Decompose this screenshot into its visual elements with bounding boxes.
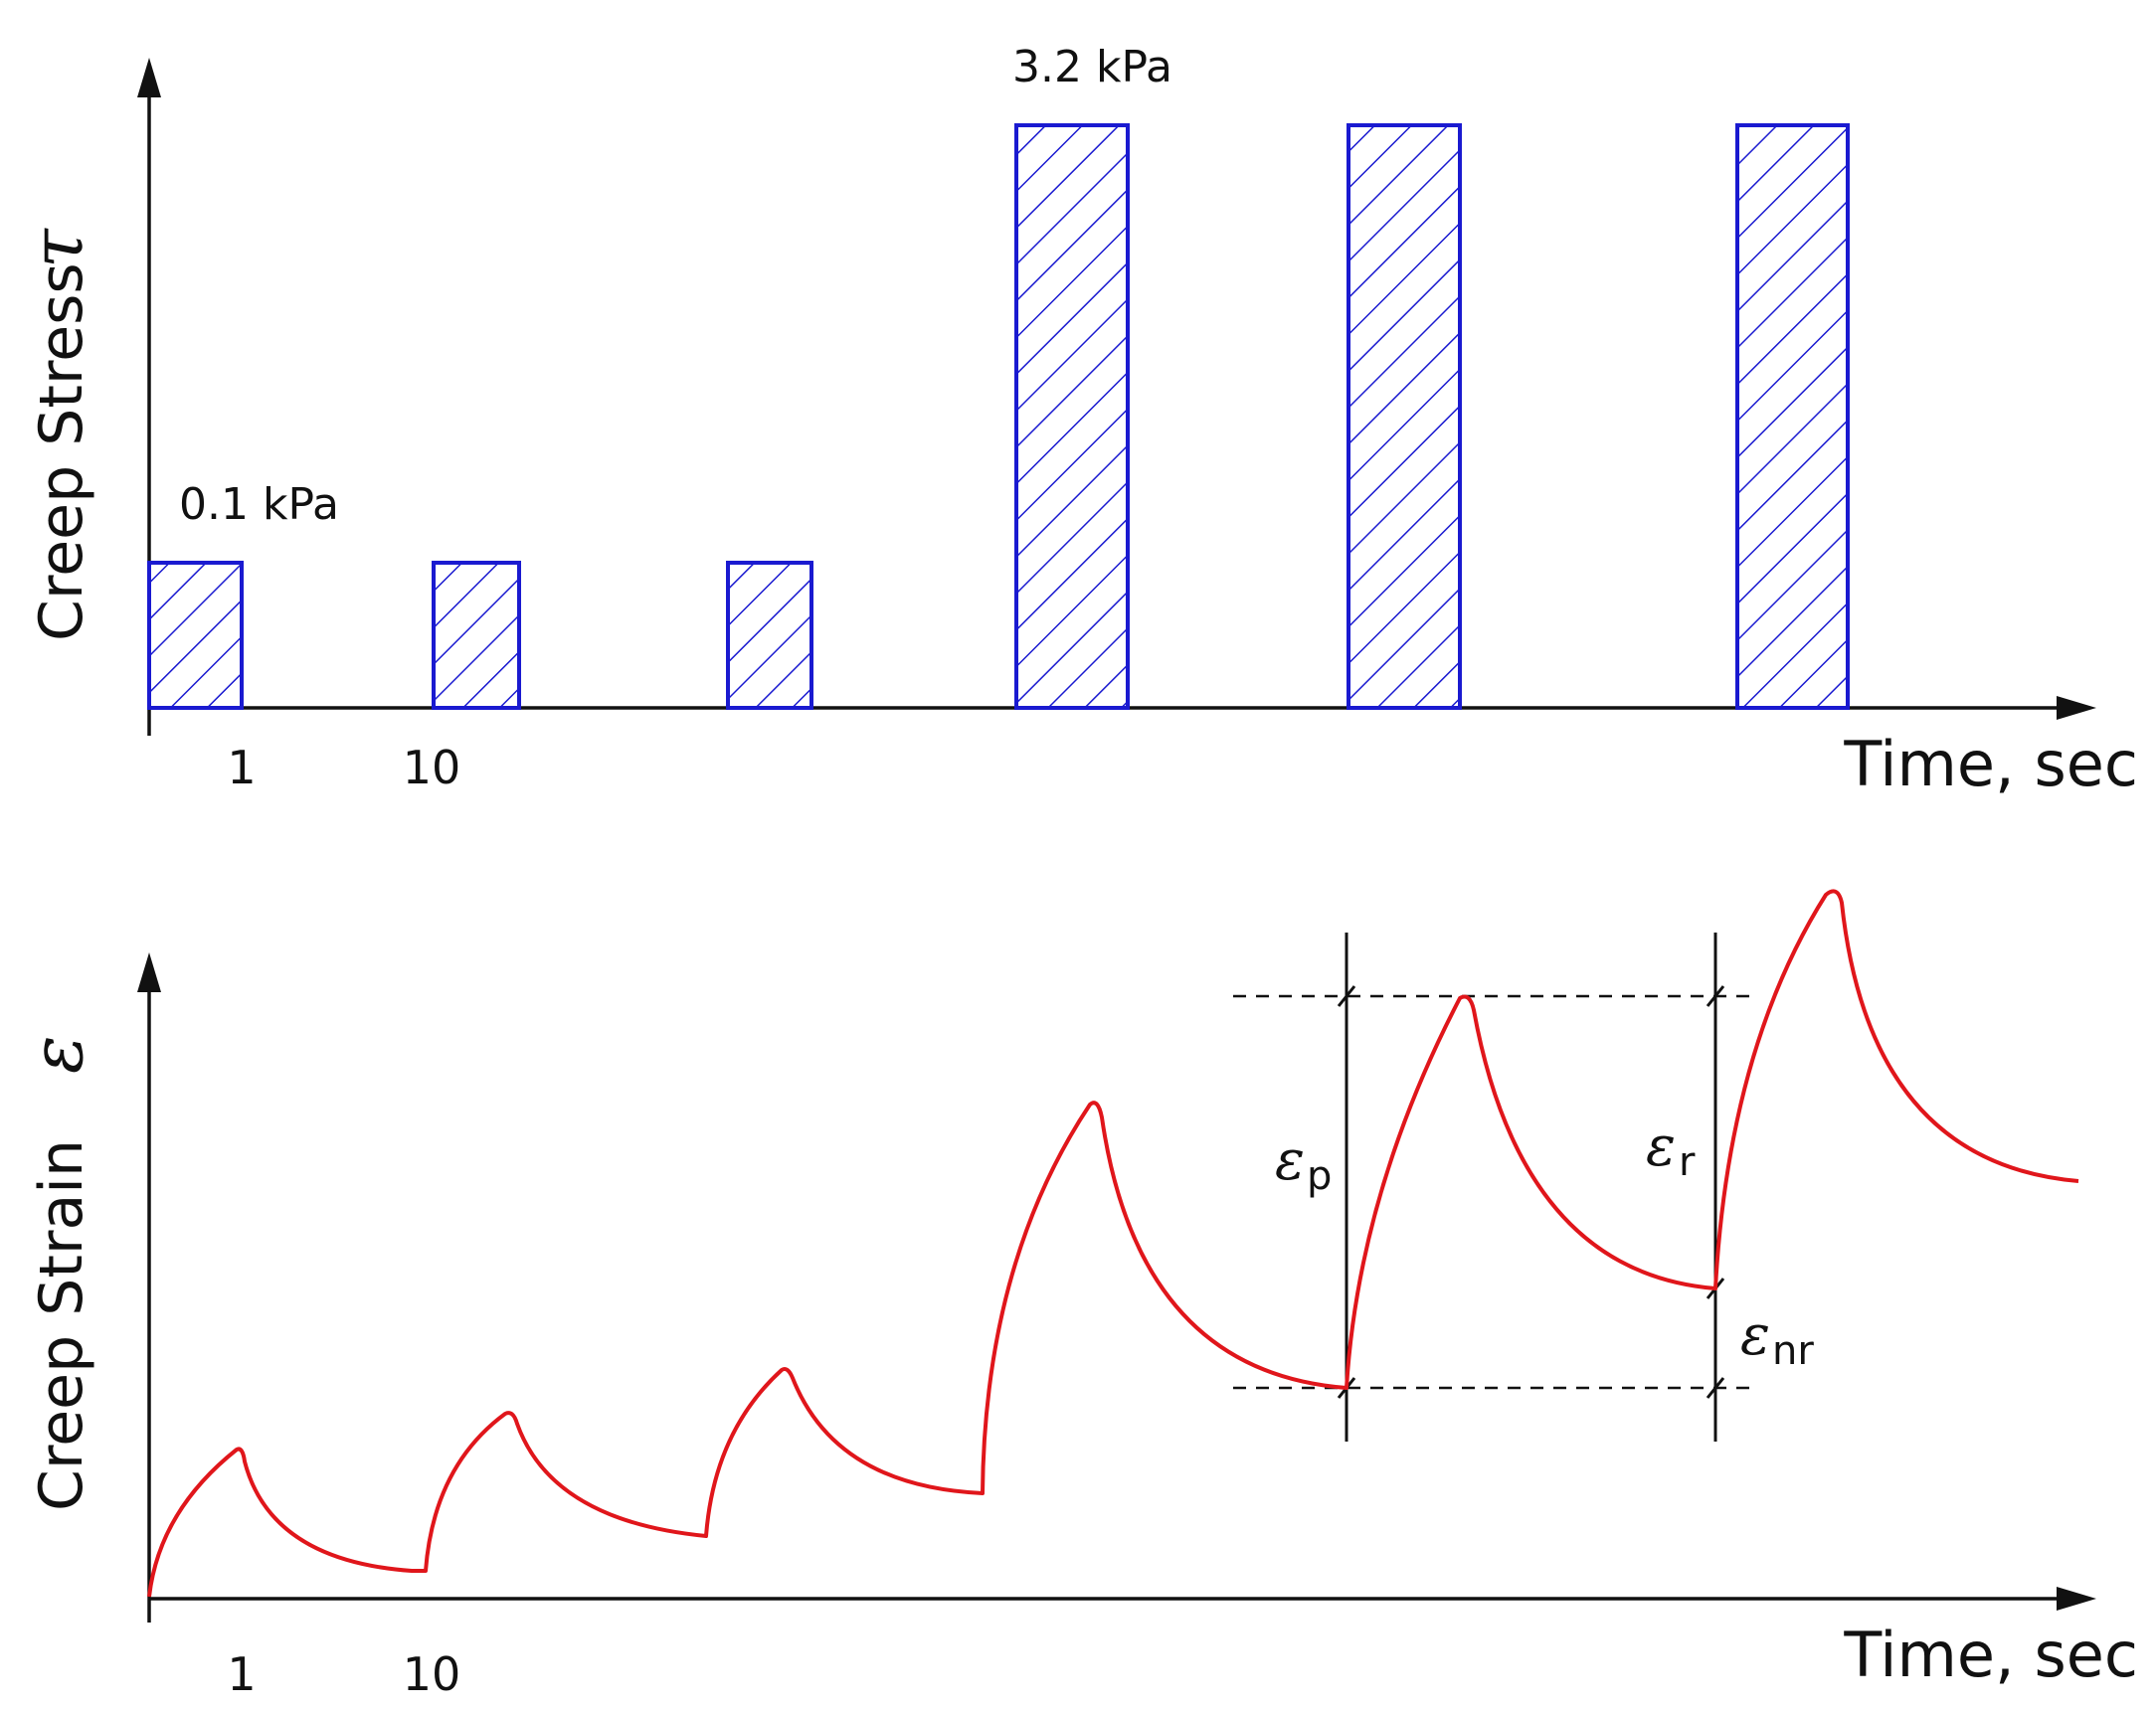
eps-r-symbol: ε: [1646, 1114, 1676, 1179]
low-stress-label: 0.1 kPa: [179, 479, 339, 530]
strain-x-axis-arrow: [2057, 1587, 2096, 1611]
stress-y-axis-arrow: [137, 58, 161, 97]
strain-x-tick-10: 10: [403, 1647, 461, 1701]
stress-x-axis-title: Time, sec: [1843, 728, 2138, 800]
stress-x-tick-10: 10: [403, 741, 461, 794]
strain-y-axis-arrow: [137, 952, 161, 992]
strain-x-tick-1: 1: [227, 1647, 256, 1701]
tick-mark: [1706, 985, 1725, 1007]
eps-nr-symbol: ε: [1740, 1303, 1770, 1368]
stress-x-axis-arrow: [2057, 696, 2096, 720]
stress-y-axis-title: Creep Stress: [27, 262, 96, 641]
stress-pulses: [147, 123, 1850, 710]
tick-mark: [1706, 1377, 1725, 1399]
epsilon-symbol: ε: [15, 1035, 98, 1074]
stress-pulse-bar: [1347, 123, 1462, 710]
high-stress-label: 3.2 kPa: [1012, 42, 1172, 92]
stress-pulse-bar: [432, 561, 521, 710]
stress-pulse-bar: [726, 561, 813, 710]
eps-nr-subscript: nr: [1772, 1328, 1814, 1374]
strain-chart: ε p ε r ε nr 1 10 Time, sec Creep Strain…: [15, 889, 2138, 1701]
strain-y-axis-title: Creep Strain: [27, 1139, 96, 1511]
tau-symbol: τ: [15, 228, 98, 268]
stress-pulse-bar: [1014, 123, 1130, 710]
eps-p-subscript: p: [1307, 1153, 1332, 1199]
stress-chart: 0.1 kPa 3.2 kPa 1 10 Time, sec Creep Str…: [15, 42, 2138, 800]
stress-pulse-bar: [147, 561, 244, 710]
eps-p-label: ε p: [1275, 1128, 1332, 1199]
measure-ticks: [1337, 985, 1725, 1399]
tick-mark: [1337, 985, 1356, 1007]
eps-r-subscript: r: [1679, 1139, 1696, 1185]
strain-x-axis-title: Time, sec: [1843, 1619, 2138, 1691]
stress-x-tick-1: 1: [227, 741, 256, 794]
eps-p-symbol: ε: [1275, 1128, 1305, 1193]
strain-curve: [147, 889, 2079, 1598]
stress-pulse-bar: [1735, 123, 1850, 710]
eps-nr-label: ε nr: [1740, 1303, 1814, 1374]
eps-r-label: ε r: [1646, 1114, 1696, 1185]
